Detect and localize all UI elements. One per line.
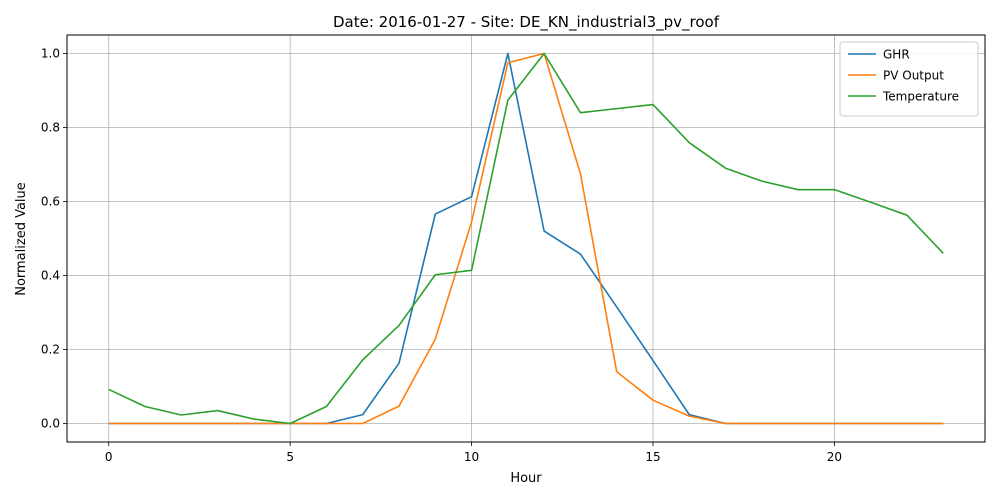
legend-box	[839, 41, 979, 117]
y-tick-label: 0.6	[41, 195, 60, 209]
y-tick-label: 0.2	[41, 343, 60, 357]
y-tick-label: 1.0	[41, 47, 60, 61]
series-line-temperature	[108, 52, 944, 425]
series-line-pv-output	[108, 52, 944, 425]
x-tick-label: 10	[464, 450, 479, 464]
y-tick-label: 0.8	[41, 121, 60, 135]
x-tick-label: 20	[827, 450, 842, 464]
x-tick-label: 0	[105, 450, 113, 464]
legend-label: PV Output	[883, 69, 944, 83]
x-tick-label: 5	[286, 450, 294, 464]
legend: GHR PV Output Temperature	[839, 41, 979, 117]
plot-frame	[66, 34, 986, 443]
y-axis-label: Normalized Value	[14, 182, 29, 296]
x-axis-label: Hour	[510, 471, 542, 486]
y-axis-ticks: 0.0 0.2 0.4 0.6 0.8 1.0	[41, 47, 67, 431]
y-tick-label: 0.0	[41, 417, 60, 431]
y-tick-label: 0.4	[41, 269, 60, 283]
legend-label: Temperature	[882, 90, 959, 104]
x-tick-label: 15	[645, 450, 660, 464]
legend-label: GHR	[883, 48, 910, 62]
x-axis-ticks: 0 5 10 15 20	[105, 442, 842, 464]
data-series	[108, 52, 944, 425]
series-line-ghr	[108, 52, 944, 425]
chart-title: Date: 2016-01-27 - Site: DE_KN_industria…	[333, 13, 720, 32]
